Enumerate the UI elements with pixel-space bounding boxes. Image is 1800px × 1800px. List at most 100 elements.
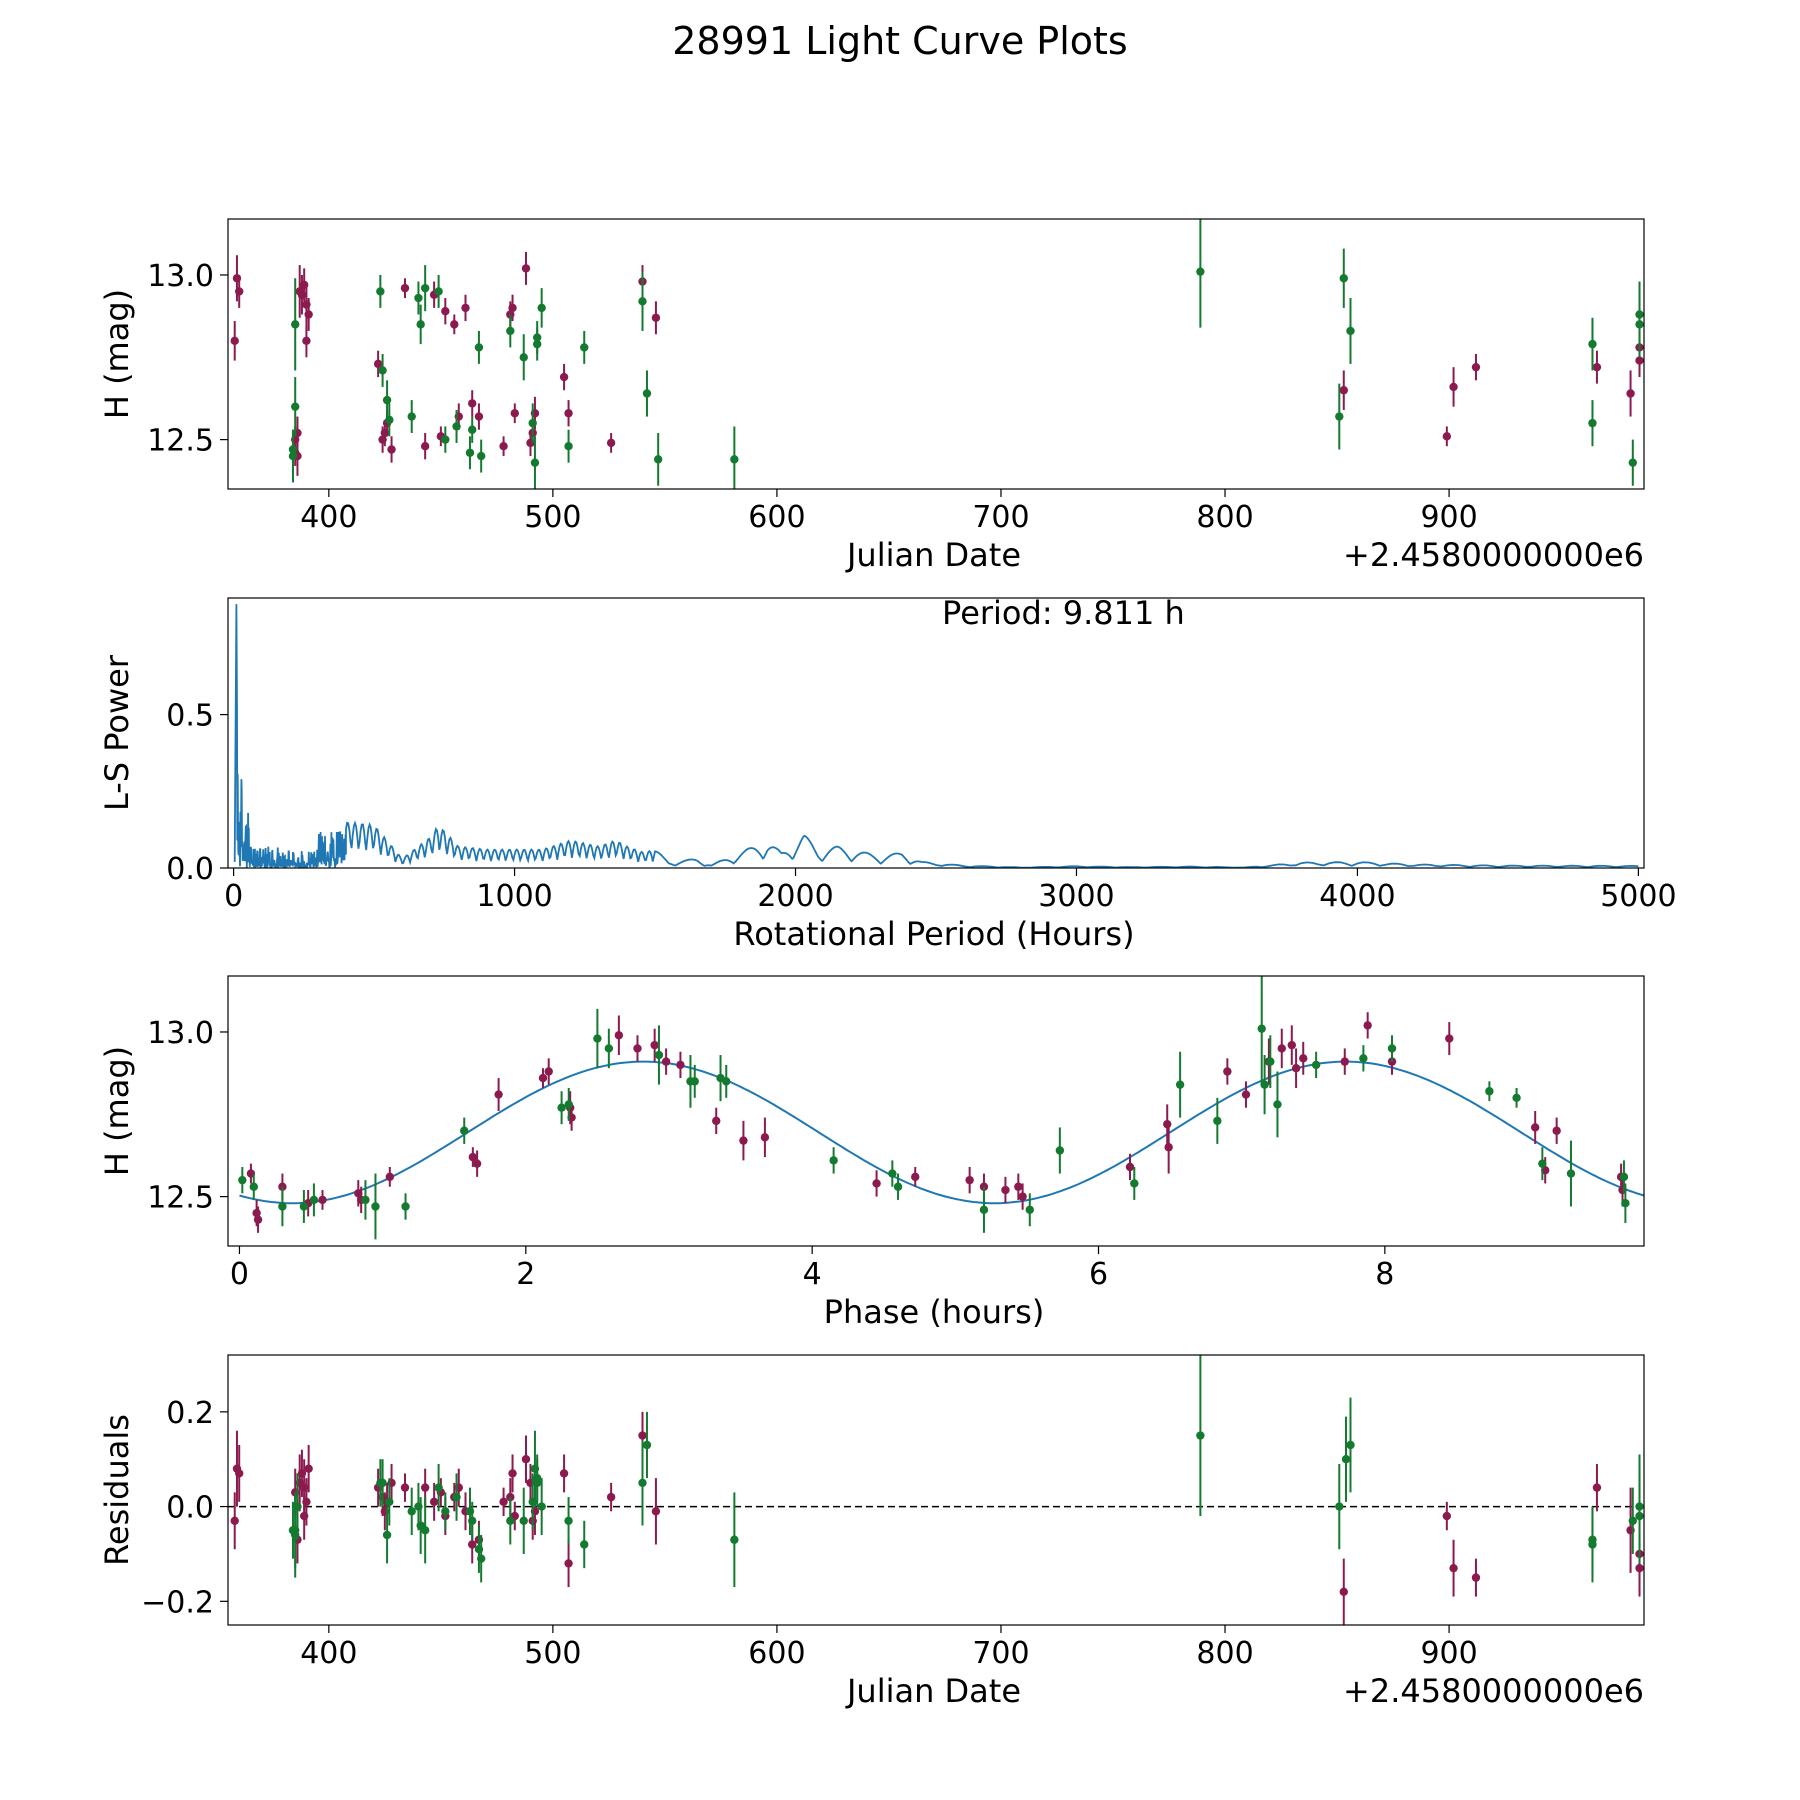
phased-xtick-label: 6 — [1089, 1257, 1108, 1292]
phased-green-point — [249, 1182, 258, 1191]
residuals-green-point — [1635, 1511, 1644, 1521]
phased-purple-point — [538, 1073, 548, 1083]
phased-purple-point — [872, 1179, 881, 1188]
lightcurve-ytick-label: 13.0 — [147, 259, 214, 294]
phased-purple-point — [1277, 1044, 1286, 1053]
phased-ytick-label: 13.0 — [147, 1016, 214, 1051]
lightcurve-purple-point — [373, 359, 383, 369]
residuals-purple-point — [400, 1483, 410, 1492]
residuals-green-point — [1588, 1535, 1597, 1544]
periodogram-ylabel: L-S Power — [98, 654, 136, 811]
residuals-purple-point — [1442, 1511, 1452, 1521]
phased-purple-point — [1125, 1162, 1135, 1172]
phased-purple-point — [1363, 1021, 1372, 1030]
phased-green-point — [557, 1103, 566, 1112]
residuals-xtick-label: 600 — [748, 1636, 805, 1671]
phased-green-point — [1260, 1080, 1269, 1089]
lightcurve-ytick-label: 12.5 — [147, 424, 214, 459]
residuals-ytick-label: 0.0 — [166, 1491, 214, 1526]
phased-purple-point — [1340, 1057, 1349, 1066]
residuals-green-point — [532, 1473, 542, 1483]
phased-purple-point — [650, 1040, 659, 1050]
lightcurve-xtick-label: 600 — [748, 500, 805, 535]
lightcurve-green-point — [407, 412, 416, 421]
phased-green-point — [593, 1034, 602, 1043]
phased-purple-point — [1014, 1182, 1023, 1191]
residuals-green-point — [1628, 1516, 1637, 1525]
lightcurve-green-point — [506, 326, 515, 336]
phased-purple-point — [253, 1215, 263, 1224]
residuals-xtick-label: 400 — [300, 1636, 357, 1671]
residuals-xtick-label: 700 — [972, 1636, 1029, 1671]
residuals-purple-point — [1592, 1483, 1602, 1492]
lightcurve-purple-point — [474, 412, 484, 421]
phased-green-point — [893, 1182, 903, 1191]
phased-green-point — [1266, 1057, 1275, 1066]
lightcurve-green-point — [1346, 326, 1355, 336]
lightcurve-green-point — [382, 395, 392, 405]
phased-green-point — [1311, 1060, 1321, 1070]
phased-purple-point — [544, 1067, 553, 1076]
phased-xlabel: Phase (hours) — [824, 1293, 1045, 1331]
phased-purple-point — [1018, 1192, 1027, 1201]
residuals-green-point — [1196, 1431, 1205, 1440]
lightcurve-purple-point — [235, 287, 244, 296]
residuals-purple-point — [299, 1511, 309, 1521]
phased-green-point — [1175, 1080, 1185, 1089]
phased-purple-point — [1387, 1057, 1397, 1066]
phased-green-point — [238, 1175, 247, 1185]
lightcurve-purple-point — [499, 441, 508, 451]
residuals-green-point — [1346, 1440, 1355, 1450]
phased-purple-point — [1001, 1185, 1010, 1195]
lightcurve-purple-point — [521, 264, 531, 273]
phased-purple-point — [472, 1159, 482, 1168]
phased-green-point — [278, 1202, 287, 1211]
residuals-ytick-label: 0.2 — [166, 1396, 214, 1431]
residuals-green-point — [730, 1535, 739, 1544]
phased-green-point — [654, 1050, 664, 1060]
lightcurve-green-point — [730, 455, 739, 464]
phased-purple-point — [633, 1044, 642, 1053]
phased-purple-point — [1163, 1119, 1172, 1129]
residuals-axes-frame — [227, 1354, 1645, 1626]
phased-green-point — [401, 1202, 410, 1211]
residuals-green-point — [1341, 1455, 1351, 1464]
residuals-marks — [228, 1355, 1644, 1625]
lightcurve-green-point — [291, 320, 300, 329]
phased-purple-point — [1445, 1034, 1454, 1043]
phased-purple-point — [385, 1172, 394, 1182]
lightcurve-green-point — [537, 303, 546, 313]
residuals-green-point — [378, 1478, 387, 1488]
residuals-purple-point — [1449, 1563, 1458, 1573]
phased-purple-point — [494, 1090, 503, 1099]
residuals-xtick-label: 800 — [1196, 1636, 1253, 1671]
lightcurve-purple-point — [508, 303, 517, 313]
lightcurve-xtick-label: 900 — [1420, 500, 1477, 535]
phased-panel: 0 2 4 6 8 12.5 13.0 Phase (hours) H (mag) — [98, 975, 1645, 1331]
phased-green-point — [1619, 1172, 1629, 1182]
residuals-green-point — [468, 1516, 477, 1525]
phased-purple-point — [1530, 1123, 1540, 1132]
residuals-purple-point — [235, 1469, 244, 1478]
phased-purple-point — [614, 1031, 624, 1040]
lightcurve-xtick-label: 500 — [524, 500, 581, 535]
residuals-purple-point — [508, 1469, 517, 1478]
lightcurve-green-point — [564, 441, 573, 451]
residuals-green-point — [537, 1502, 546, 1511]
lightcurve-xlabel: Julian Date — [845, 536, 1021, 574]
lightcurve-offset-label: +2.4580000000e6 — [1343, 536, 1644, 574]
residuals-plot-area — [228, 1355, 1644, 1625]
lightcurve-purple-point — [1442, 432, 1452, 441]
lightcurve-green-point — [638, 297, 647, 306]
phased-xtick-label: 0 — [230, 1257, 249, 1292]
periodogram-ytick-label: 0.0 — [166, 852, 214, 887]
phased-green-point — [1257, 1024, 1266, 1033]
lightcurve-green-point — [580, 343, 589, 352]
lightcurve-green-point — [1339, 274, 1348, 283]
periodogram-plot-area — [233, 604, 1639, 868]
phased-green-point — [604, 1044, 614, 1053]
phased-green-point — [1055, 1146, 1065, 1155]
residuals-ticks: 400 500 600 700 800 900 −0.2 0.0 0.2 — [141, 1396, 1478, 1671]
periodogram-xtick-label: 1000 — [476, 879, 552, 914]
